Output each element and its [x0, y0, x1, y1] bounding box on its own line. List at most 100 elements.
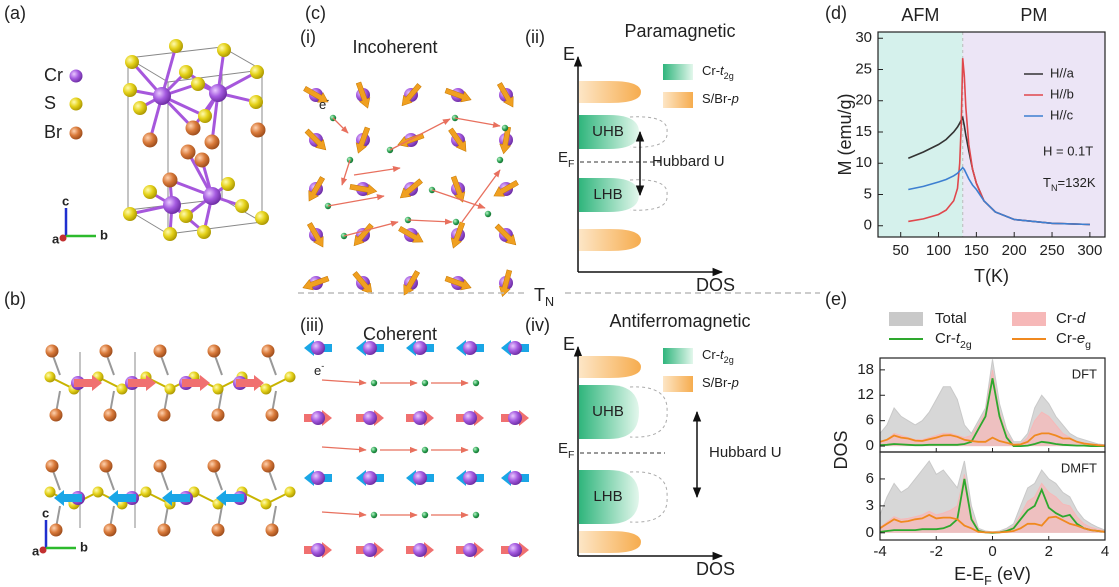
pm-region: [963, 32, 1105, 237]
legend-label-part: 2g: [960, 339, 972, 351]
legend-label-part: Cr-: [1056, 310, 1077, 327]
x-tick-label: -2: [930, 543, 943, 560]
legend-atom: [70, 98, 83, 111]
panel-method-label: DMFT: [1061, 460, 1097, 475]
legend-label-part: p: [731, 91, 739, 106]
x-tick-label: 100: [926, 242, 951, 259]
electron: [371, 447, 377, 453]
electron: [371, 512, 377, 518]
electron-path: [328, 196, 384, 206]
y-axis-label: DOS: [831, 430, 851, 469]
band-lobe: [579, 531, 641, 553]
atom: [141, 487, 152, 498]
spin-arrow: [446, 126, 470, 154]
electron: [485, 211, 491, 217]
region-label: AFM: [901, 5, 939, 25]
band-lobe: [579, 81, 641, 103]
atom: [50, 409, 63, 422]
atom: [153, 87, 171, 105]
atom: [104, 524, 117, 537]
panel-label: (d): [825, 3, 847, 23]
spin: [397, 176, 425, 202]
atom: [213, 384, 224, 395]
y-axis-label: M (emu/g): [835, 93, 855, 175]
spin: [305, 221, 328, 250]
legend-label: Total: [935, 310, 967, 327]
atom: [255, 211, 269, 225]
spin: [350, 222, 376, 250]
electron-path: [354, 168, 400, 175]
legend-swatch: [663, 348, 693, 364]
axis-label: c: [62, 193, 69, 208]
atom: [251, 123, 266, 138]
y-tick-label: 30: [855, 29, 872, 46]
legend-label-part: e: [1077, 330, 1085, 347]
x-tick-label: 4: [1101, 543, 1109, 560]
y-tick-label: 0: [866, 437, 874, 454]
y-tick-label: 20: [855, 92, 872, 109]
axis-dot: [40, 547, 47, 554]
electron-label-part: -: [321, 361, 324, 371]
legend-atom: [70, 127, 83, 140]
panel-label: (b): [4, 289, 26, 309]
legend-label: S/Br-p: [702, 375, 739, 390]
atom: [311, 341, 325, 355]
atom: [93, 487, 104, 498]
atom: [311, 411, 325, 425]
legend-label: Cr: [44, 65, 63, 85]
atom: [221, 177, 235, 191]
sub-label: (iv): [525, 315, 550, 335]
atom: [46, 345, 59, 358]
panel-label: (a): [4, 3, 26, 23]
legend-swatch: [1012, 312, 1046, 326]
legend-label: Cr-t2g: [702, 347, 734, 365]
atom: [154, 460, 167, 473]
atom: [104, 409, 117, 422]
atom: [463, 341, 477, 355]
atom: [508, 341, 522, 355]
fermi-label-part: F: [568, 449, 574, 461]
spin: [495, 81, 518, 110]
band-label: LHB: [593, 186, 622, 203]
y-tick-label: 3: [866, 497, 874, 514]
atom: [261, 499, 272, 510]
legend-swatch: [663, 92, 693, 108]
x-tick-label: 0: [988, 543, 996, 560]
atom: [413, 411, 427, 425]
atom: [163, 173, 178, 188]
atom: [158, 524, 171, 537]
legend-label-part: Cr-: [702, 347, 720, 362]
spin: [397, 224, 426, 247]
electron-path: [390, 119, 450, 150]
electron-label-part: e: [314, 363, 321, 378]
hubbard-label: Hubbard U: [709, 444, 782, 461]
spin-arrow: [397, 176, 425, 202]
legend-label: Cr-eg: [1056, 330, 1091, 351]
atom: [163, 196, 181, 214]
atom: [413, 471, 427, 485]
atom: [154, 345, 167, 358]
atom: [209, 84, 227, 102]
cell-edge: [168, 222, 262, 234]
legend-label-part: 2g: [724, 71, 734, 81]
atom: [181, 145, 196, 160]
x-tick-label: 300: [1077, 242, 1102, 259]
electron-path: [322, 380, 366, 383]
atom: [45, 372, 56, 383]
legend-label-part: Cr-: [1056, 330, 1077, 347]
legend-label: S/Br-p: [702, 91, 739, 106]
atom: [250, 65, 264, 79]
spin-arrow: [303, 127, 330, 154]
legend-label-part: Total: [935, 310, 967, 327]
atom: [198, 109, 212, 123]
legend-swatch: [889, 312, 923, 326]
atom: [363, 471, 377, 485]
band-label: UHB: [592, 123, 624, 140]
atom: [191, 77, 205, 91]
electron-label-part: -: [326, 95, 329, 105]
atom: [285, 487, 296, 498]
region-label: PM: [1020, 5, 1047, 25]
electron: [371, 380, 377, 386]
atom: [508, 543, 522, 557]
axis-label: b: [100, 227, 108, 242]
